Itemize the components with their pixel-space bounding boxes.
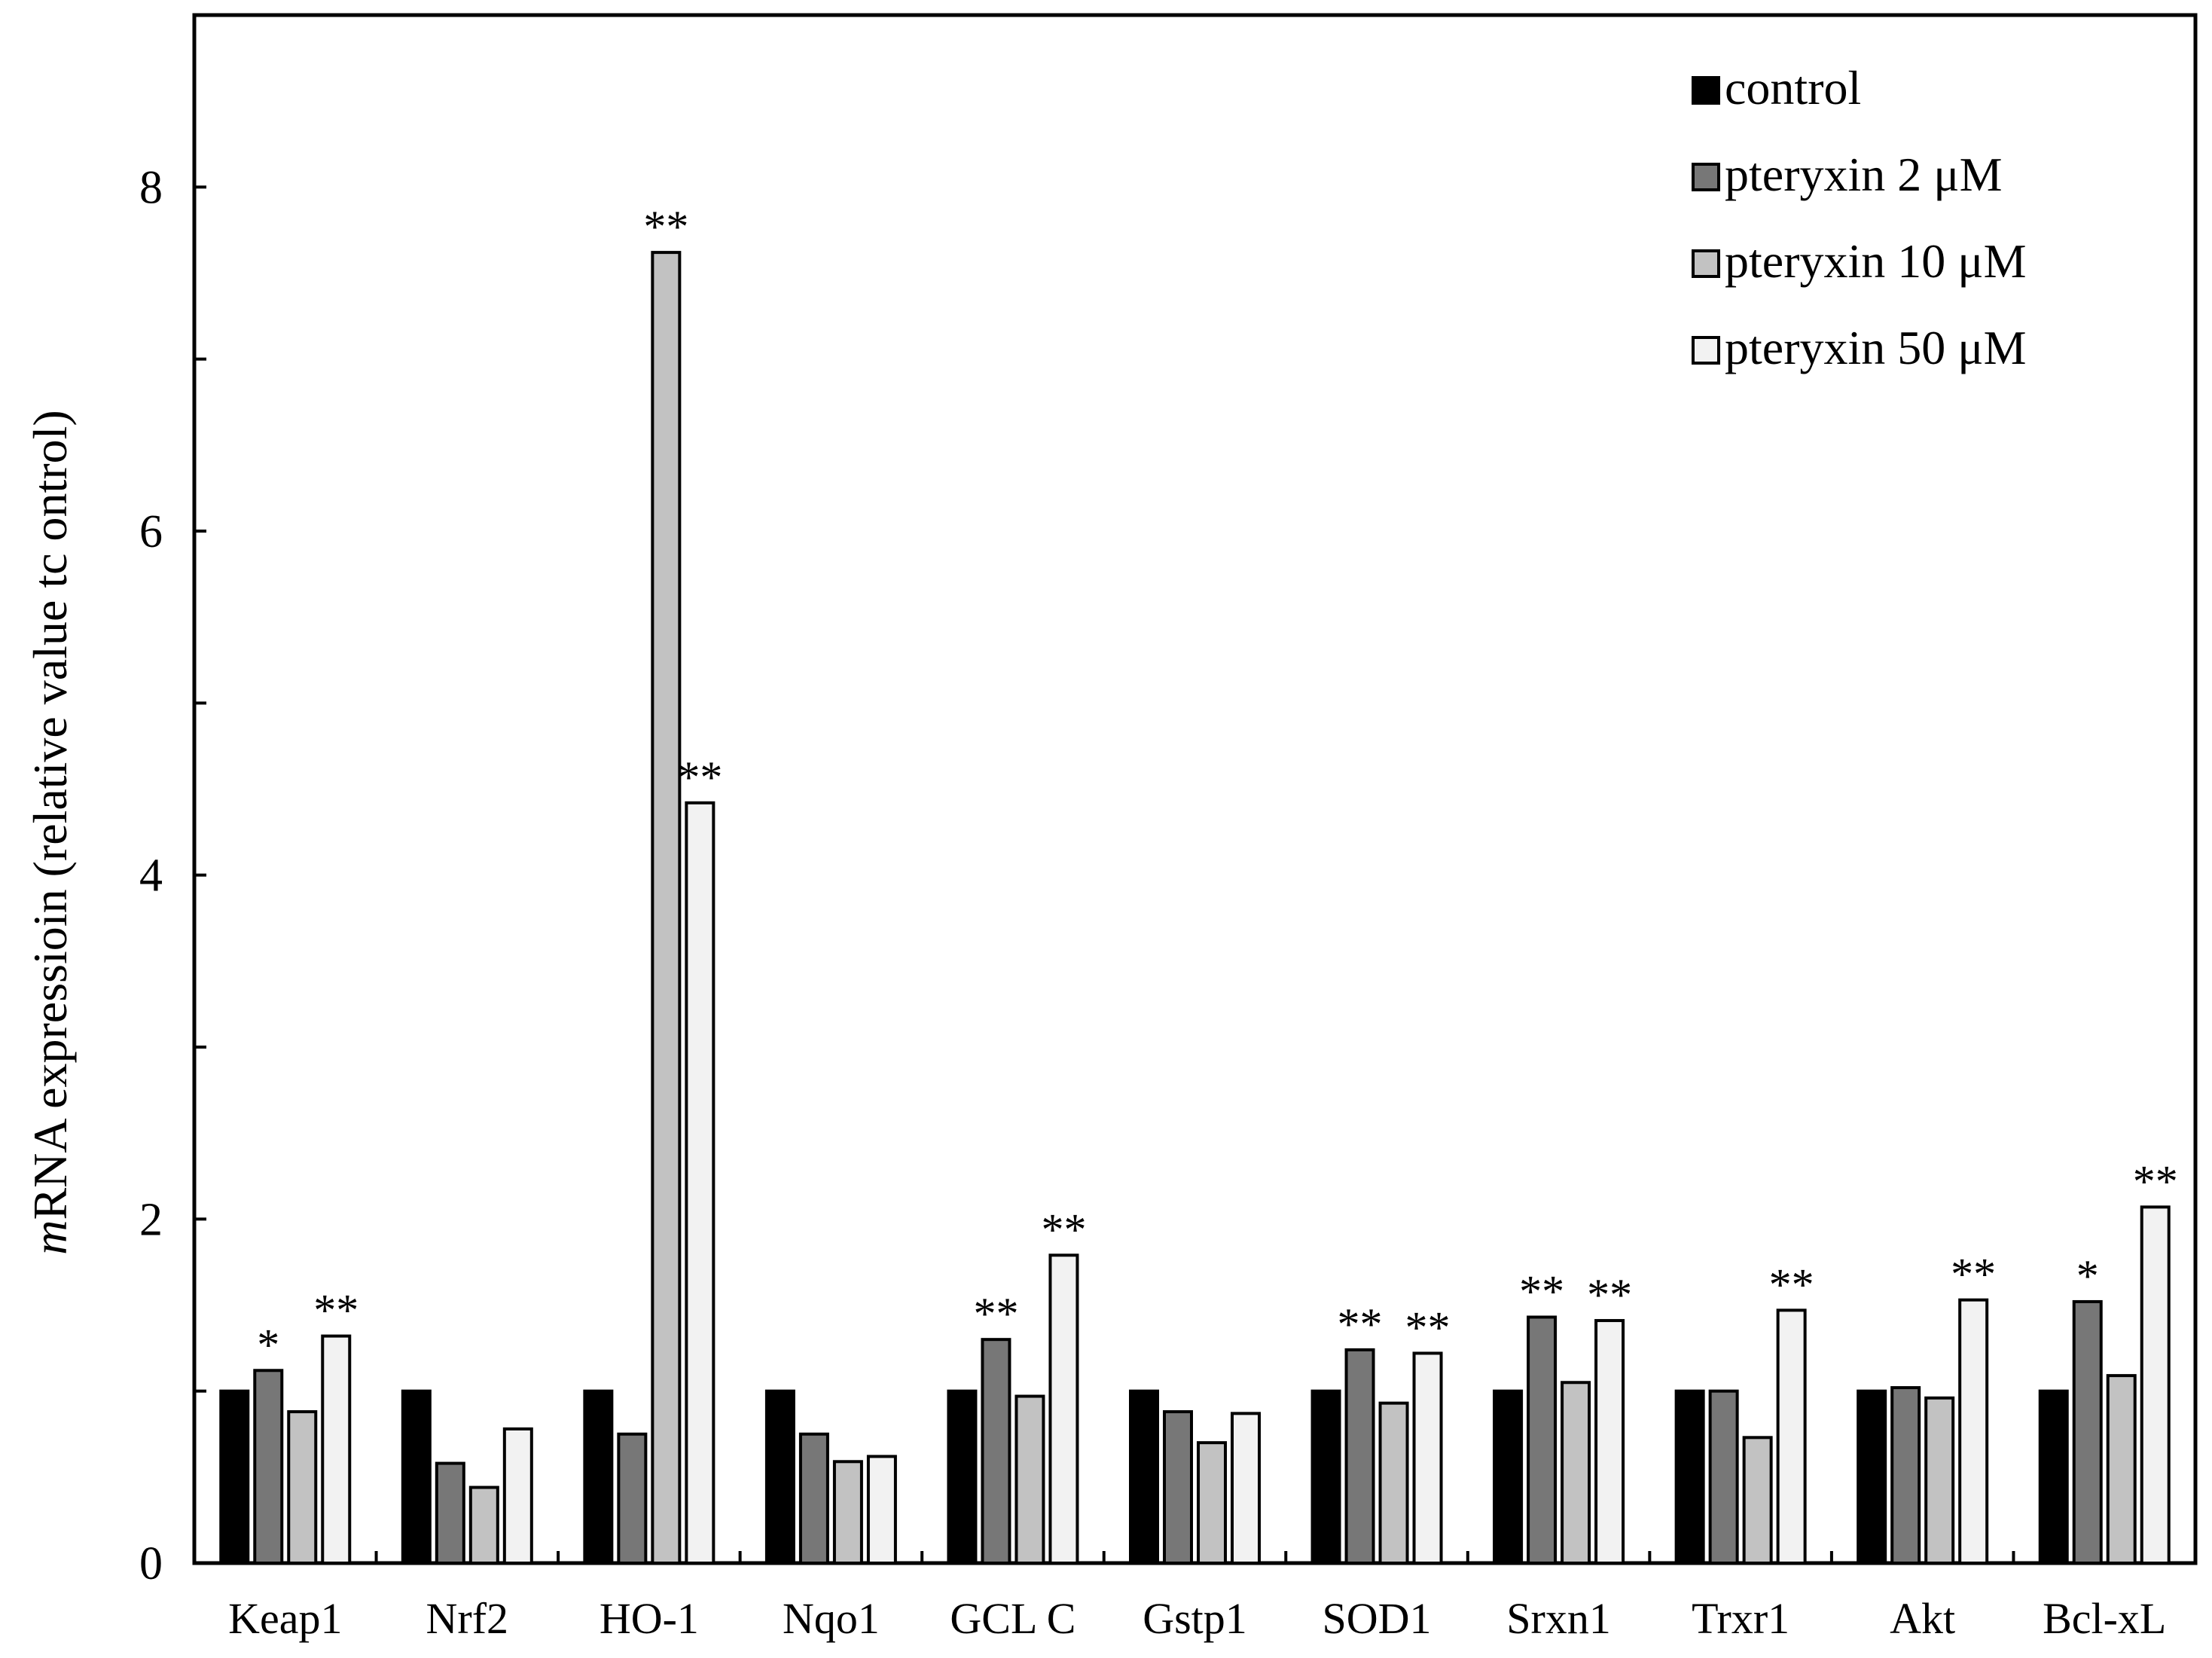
bar (651, 251, 682, 1565)
bar (502, 1427, 533, 1565)
significance-label: ** (1405, 1302, 1451, 1352)
significance-label: * (2076, 1251, 2099, 1301)
x-tick-label: Srxn1 (1506, 1594, 1611, 1643)
bar (401, 1389, 432, 1565)
x-tick-label: Nqo1 (783, 1594, 880, 1643)
bar (1310, 1389, 1341, 1565)
bar (2072, 1299, 2103, 1565)
bar (1344, 1348, 1375, 1565)
bar (321, 1334, 352, 1565)
significance-label: ** (1519, 1266, 1564, 1316)
significance-label: ** (1951, 1250, 1996, 1299)
y-tick-label: 6 (139, 506, 163, 557)
bar (1776, 1308, 1807, 1565)
significance-label: ** (973, 1289, 1018, 1339)
x-tick-label: Trxr1 (1692, 1594, 1789, 1643)
legend-label: pteryxin 2 μM (1725, 148, 2003, 201)
bar (1742, 1436, 1773, 1565)
bar (617, 1432, 648, 1565)
bar (1594, 1319, 1625, 1565)
significance-label: ** (677, 753, 722, 802)
x-tick-label: SOD1 (1323, 1594, 1432, 1643)
legend-swatch (1692, 336, 1720, 365)
bar (832, 1460, 863, 1565)
bar (1708, 1389, 1739, 1565)
bar (2106, 1374, 2137, 1565)
bar (287, 1410, 318, 1565)
bar (947, 1389, 978, 1565)
bar (1129, 1389, 1159, 1565)
bar (2140, 1205, 2171, 1565)
bar (1231, 1412, 1261, 1565)
y-tick-label: 8 (139, 162, 163, 213)
bar (685, 801, 715, 1565)
y-tick-label: 4 (139, 850, 163, 902)
bar (1890, 1386, 1921, 1565)
bar (1674, 1389, 1705, 1565)
significance-label: ** (643, 202, 688, 252)
bar (764, 1389, 795, 1565)
y-axis-title: mRNA expressioin (relative value tc ontr… (23, 410, 77, 1254)
y-axis-title-text: RNA expressioin (relative value tc ontro… (23, 410, 77, 1220)
significance-label: * (257, 1320, 279, 1369)
bar (1378, 1401, 1409, 1565)
bar (435, 1461, 465, 1565)
y-tick-label: 0 (139, 1538, 163, 1589)
bar (1493, 1389, 1524, 1565)
bar (253, 1369, 284, 1565)
significance-label: ** (313, 1286, 358, 1336)
significance-label: ** (1041, 1205, 1086, 1254)
legend: control pteryxin 2 μM pteryxin 10 μM pteryx… (1692, 61, 2027, 374)
x-tick-label: Nrf2 (426, 1594, 509, 1643)
legend-swatch (1692, 249, 1720, 278)
bar (219, 1389, 250, 1565)
x-tick-label: Bcl-xL (2043, 1594, 2166, 1643)
y-axis-title-italic: m (23, 1220, 77, 1255)
bar (1048, 1253, 1079, 1565)
bar (468, 1485, 499, 1565)
plot-frame (192, 13, 2198, 1565)
bar (1924, 1396, 1955, 1565)
x-tick-label: Keap1 (228, 1594, 342, 1643)
bar (1163, 1410, 1193, 1565)
legend-swatch (1692, 163, 1720, 191)
bar (798, 1432, 829, 1565)
legend-label: pteryxin 10 μM (1725, 234, 2027, 288)
legend-label: pteryxin 50 μM (1725, 321, 2027, 374)
bar (981, 1338, 1011, 1565)
bar (1197, 1441, 1227, 1565)
significance-label: ** (2133, 1156, 2178, 1206)
bar (1561, 1381, 1591, 1565)
svg-text:mRNA expressioin (relative v: mRNA expressioin (relative value tc ontr… (23, 410, 77, 1254)
significance-label: ** (1338, 1299, 1383, 1349)
bar (1527, 1315, 1558, 1565)
significance-label: ** (1587, 1270, 1632, 1320)
x-tick-label: HO-1 (600, 1594, 699, 1643)
significance-label: ** (1769, 1260, 1814, 1309)
bar (2038, 1389, 2069, 1565)
bar (1857, 1389, 1887, 1565)
bar (1958, 1298, 1989, 1565)
x-tick-label: Akt (1890, 1594, 1955, 1643)
bar (866, 1455, 897, 1565)
y-tick-label: 2 (139, 1194, 163, 1245)
bar (583, 1389, 614, 1565)
x-tick-label: Gstp1 (1143, 1594, 1247, 1643)
legend-swatch (1692, 76, 1720, 105)
x-tick-label: GCL C (950, 1594, 1075, 1643)
bar (1412, 1351, 1443, 1565)
bar (1014, 1394, 1045, 1565)
legend-label: control (1725, 61, 1861, 115)
